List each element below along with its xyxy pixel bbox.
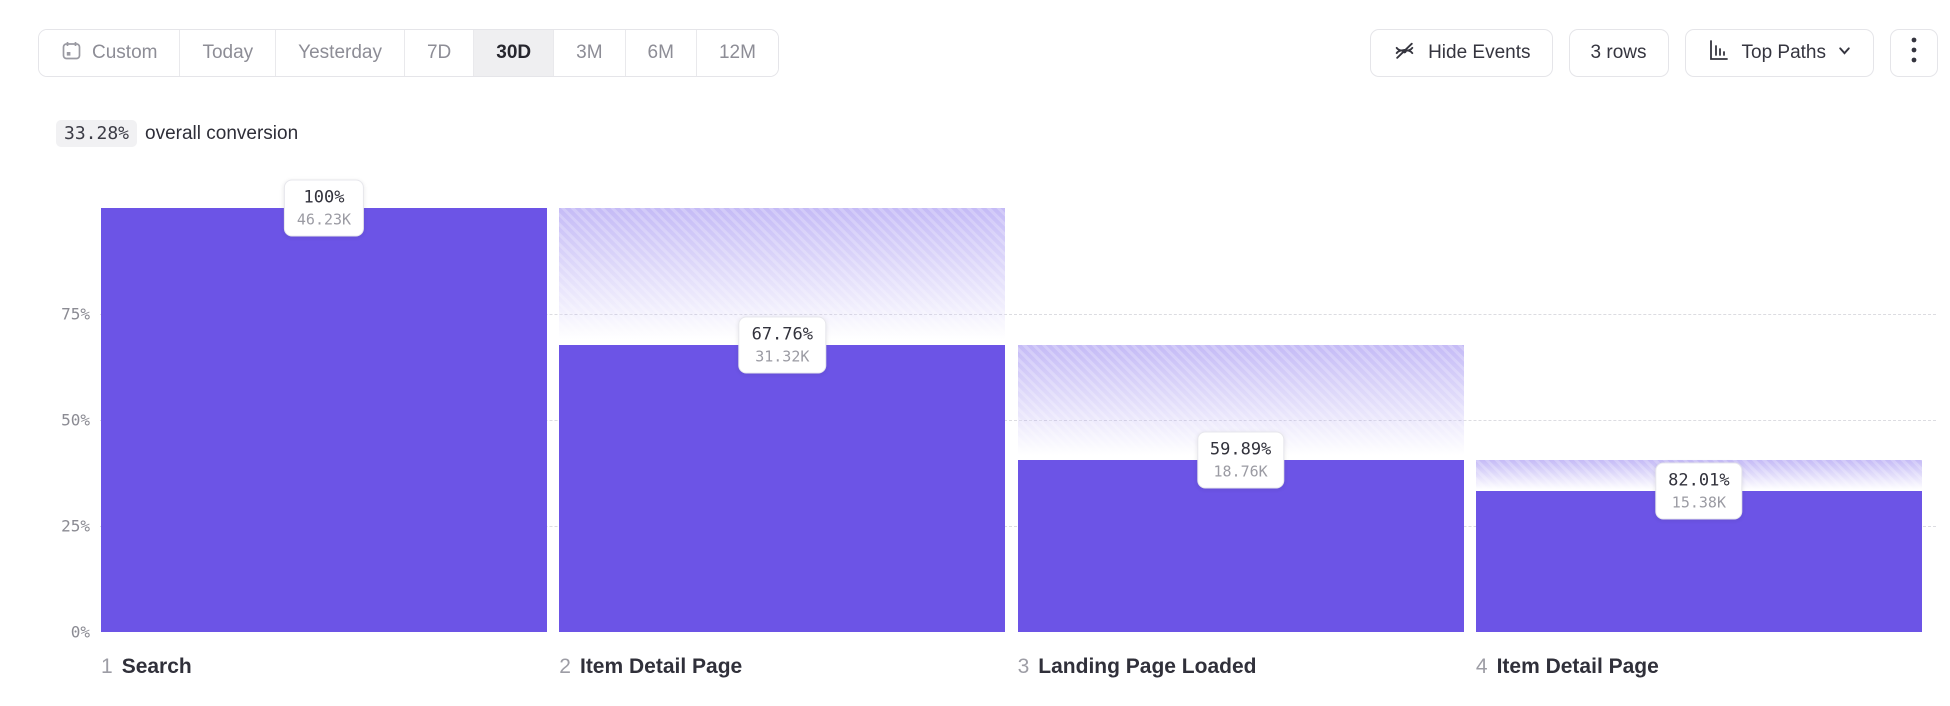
funnel-bar[interactable] — [101, 208, 547, 632]
date-range-today[interactable]: Today — [179, 30, 276, 76]
step-label[interactable]: 3 Landing Page Loaded — [1018, 655, 1257, 679]
kebab-icon — [1911, 37, 1917, 69]
bar-chart-icon — [1707, 38, 1731, 68]
funnel-bar[interactable] — [1017, 459, 1464, 632]
step-conversion: 100% — [303, 187, 345, 208]
step-name: Landing Page Loaded — [1038, 655, 1257, 678]
step-label[interactable]: 4 Item Detail Page — [1476, 655, 1659, 679]
toolbar-actions: Hide Events 3 rows Top Paths — [1370, 29, 1938, 77]
overall-conversion: 33.28% overall conversion — [56, 120, 298, 147]
funnel-value-badge: 82.01% 15.38K — [1655, 462, 1743, 520]
y-axis-tick: 25% — [61, 516, 90, 536]
top-paths-button[interactable]: Top Paths — [1684, 29, 1874, 77]
date-range-3m[interactable]: 3M — [553, 30, 625, 76]
conversion-label: overall conversion — [145, 122, 299, 144]
step-label[interactable]: 1 Search — [101, 655, 192, 679]
calendar-icon — [61, 40, 82, 67]
y-axis-tick: 75% — [61, 304, 90, 324]
funnel-value-badge: 67.76% 31.32K — [738, 316, 827, 374]
step-name: Item Detail Page — [579, 655, 743, 678]
funnel-bar[interactable] — [559, 344, 1006, 632]
toolbar: Custom Today Yesterday 7D 30D 3M 6M 12M … — [38, 29, 1938, 77]
date-range-12m[interactable]: 12M — [695, 30, 778, 76]
date-range-control: Custom Today Yesterday 7D 30D 3M 6M 12M — [38, 29, 779, 77]
step-number: 1 — [101, 655, 113, 678]
step-name: Search — [121, 655, 192, 678]
funnel-value-badge: 100% 46.23K — [283, 179, 365, 237]
y-axis-tick: 0% — [70, 622, 90, 642]
date-range-7d[interactable]: 7D — [403, 30, 474, 76]
funnel-value-badge: 59.89% 18.76K — [1196, 431, 1285, 489]
eye-off-icon — [1392, 38, 1417, 69]
step-number: 4 — [1475, 655, 1488, 678]
step-number: 2 — [559, 655, 571, 678]
date-range-label: Custom — [92, 42, 158, 63]
step-name: Item Detail Page — [1496, 655, 1659, 678]
date-range-yesterday[interactable]: Yesterday — [275, 30, 404, 76]
chevron-down-icon — [1837, 42, 1852, 64]
date-range-6m[interactable]: 6M — [624, 30, 696, 76]
step-conversion: 82.01% — [1668, 470, 1730, 491]
more-options-button[interactable] — [1890, 29, 1938, 77]
step-conversion: 67.76% — [751, 324, 814, 345]
step-conversion: 59.89% — [1209, 439, 1272, 460]
hide-events-button[interactable]: Hide Events — [1370, 29, 1553, 77]
step-number: 3 — [1017, 655, 1030, 678]
step-count: 18.76K — [1213, 462, 1268, 481]
date-range-custom[interactable]: Custom — [39, 30, 180, 76]
y-axis-tick: 50% — [61, 410, 90, 430]
gridline-75 — [100, 314, 1936, 315]
date-range-30d[interactable]: 30D — [473, 30, 554, 76]
step-count: 15.38K — [1671, 493, 1726, 512]
rows-button[interactable]: 3 rows — [1568, 29, 1669, 77]
conversion-value: 33.28% — [56, 120, 138, 147]
step-count: 46.23K — [296, 210, 352, 229]
step-label[interactable]: 2 Item Detail Page — [559, 655, 742, 679]
step-count: 31.32K — [755, 347, 810, 366]
